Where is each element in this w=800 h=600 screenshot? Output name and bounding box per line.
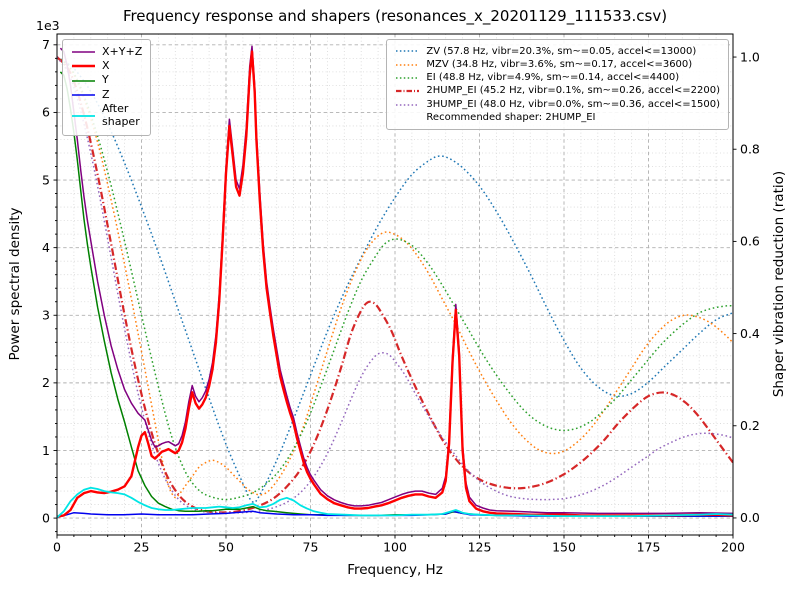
- y-left-tick-label: 7: [42, 37, 50, 52]
- legend-item-after_shaper: After shaper: [71, 102, 142, 129]
- legend-line-y: [71, 76, 96, 86]
- legend-item-z: Z: [71, 87, 142, 102]
- legend-label: Y: [102, 73, 109, 87]
- y-left-tick-label: 2: [42, 375, 50, 390]
- legend-note: Recommended shaper: 2HUMP_EI: [395, 112, 720, 124]
- x-tick-label: 25: [134, 540, 150, 555]
- y-left-tick-label: 4: [42, 240, 50, 255]
- legend-label: After shaper: [102, 102, 140, 129]
- y-right-tick-label: 0.4: [740, 326, 760, 341]
- legend-label: MZV (34.8 Hz, vibr=3.6%, sm~=0.17, accel…: [426, 58, 693, 70]
- legend-label: X+Y+Z: [102, 44, 143, 58]
- legend-item-xyz: X+Y+Z: [71, 44, 143, 59]
- x-tick-label: 50: [218, 540, 234, 555]
- x-tick-label: 0: [53, 540, 61, 555]
- legend-label: Z: [102, 87, 110, 101]
- y-right-tick-label: 0.8: [740, 142, 760, 157]
- y-left-tick-label: 0: [42, 510, 50, 525]
- legend-line-after_shaper: [71, 111, 96, 121]
- x-tick-label: 75: [303, 540, 319, 555]
- legend-line-3hump_ei: [395, 100, 420, 110]
- legend-label: EI (48.8 Hz, vibr=4.9%, sm~=0.14, accel<…: [426, 72, 680, 84]
- legend-item-2hump_ei: 2HUMP_EI (45.2 Hz, vibr=0.1%, sm~=0.26, …: [395, 85, 720, 97]
- legend-item-zv: ZV (57.8 Hz, vibr=20.3%, sm~=0.05, accel…: [395, 46, 720, 58]
- legend-item-x: X: [71, 58, 142, 73]
- legend-line-x: [71, 61, 96, 71]
- legend-label: X: [102, 58, 110, 72]
- x-tick-label: 150: [552, 540, 576, 555]
- legend-label: ZV (57.8 Hz, vibr=20.3%, sm~=0.05, accel…: [426, 45, 697, 57]
- legend-label: Recommended shaper: 2HUMP_EI: [426, 111, 596, 123]
- y-left-tick-label: 6: [42, 105, 50, 120]
- x-tick-label: 125: [468, 540, 492, 555]
- legend-line-zv: [395, 46, 420, 56]
- y-right-tick-label: 0.6: [740, 234, 760, 249]
- legend-item-y: Y: [71, 73, 142, 87]
- legend-line-xyz: [71, 47, 96, 57]
- series-3hump_ei: [57, 56, 733, 514]
- series-zv: [57, 56, 733, 504]
- y-axis-offset-text: 1e3: [36, 18, 60, 33]
- legend-psd: X+Y+Z X Y Z After shaper: [62, 39, 152, 136]
- legend-line-z: [71, 90, 96, 100]
- chart-title: Frequency response and shapers (resonanc…: [122, 7, 668, 25]
- x-tick-label: 200: [721, 540, 745, 555]
- series-layer: [57, 45, 733, 519]
- y-axis-label-right: Shaper vibration reduction (ratio): [771, 170, 787, 398]
- y-left-tick-label: 3: [42, 308, 50, 323]
- x-tick-label: 175: [637, 540, 661, 555]
- tick-labels: 0 25 50 75 100 125 150 175 200 0 1 2 3 4 5 6 7 0.0 0.2 0.4 0…: [42, 37, 760, 554]
- legend-line-ei: [395, 73, 420, 83]
- y-left-tick-label: 1: [42, 443, 50, 458]
- legend-line-mzv: [395, 60, 420, 70]
- legend-shapers: ZV (57.8 Hz, vibr=20.3%, sm~=0.05, accel…: [386, 39, 729, 131]
- x-tick-label: 100: [383, 540, 407, 555]
- legend-line-2hump_ei: [395, 86, 420, 96]
- y-left-tick-label: 5: [42, 172, 50, 187]
- y-right-tick-label: 1.0: [740, 49, 760, 64]
- legend-label: 3HUMP_EI (48.0 Hz, vibr=0.0%, sm~=0.36, …: [426, 98, 720, 110]
- series-after_shaper: [57, 486, 733, 519]
- legend-item-ei: EI (48.8 Hz, vibr=4.9%, sm~=0.14, accel<…: [395, 72, 720, 84]
- legend-item-3hump_ei: 3HUMP_EI (48.0 Hz, vibr=0.0%, sm~=0.36, …: [395, 99, 720, 111]
- legend-item-mzv: MZV (34.8 Hz, vibr=3.6%, sm~=0.17, accel…: [395, 59, 720, 71]
- series-x: [57, 50, 733, 518]
- y-axis-label-left: Power spectral density: [7, 207, 23, 361]
- series-y: [59, 71, 733, 517]
- y-right-tick-label: 0.2: [740, 418, 760, 433]
- grid-minor: [57, 34, 733, 535]
- legend-label: 2HUMP_EI (45.2 Hz, vibr=0.1%, sm~=0.26, …: [426, 85, 720, 97]
- y-right-tick-label: 0.0: [740, 510, 760, 525]
- x-axis-label: Frequency, Hz: [347, 562, 443, 578]
- tick-marks: [53, 44, 737, 539]
